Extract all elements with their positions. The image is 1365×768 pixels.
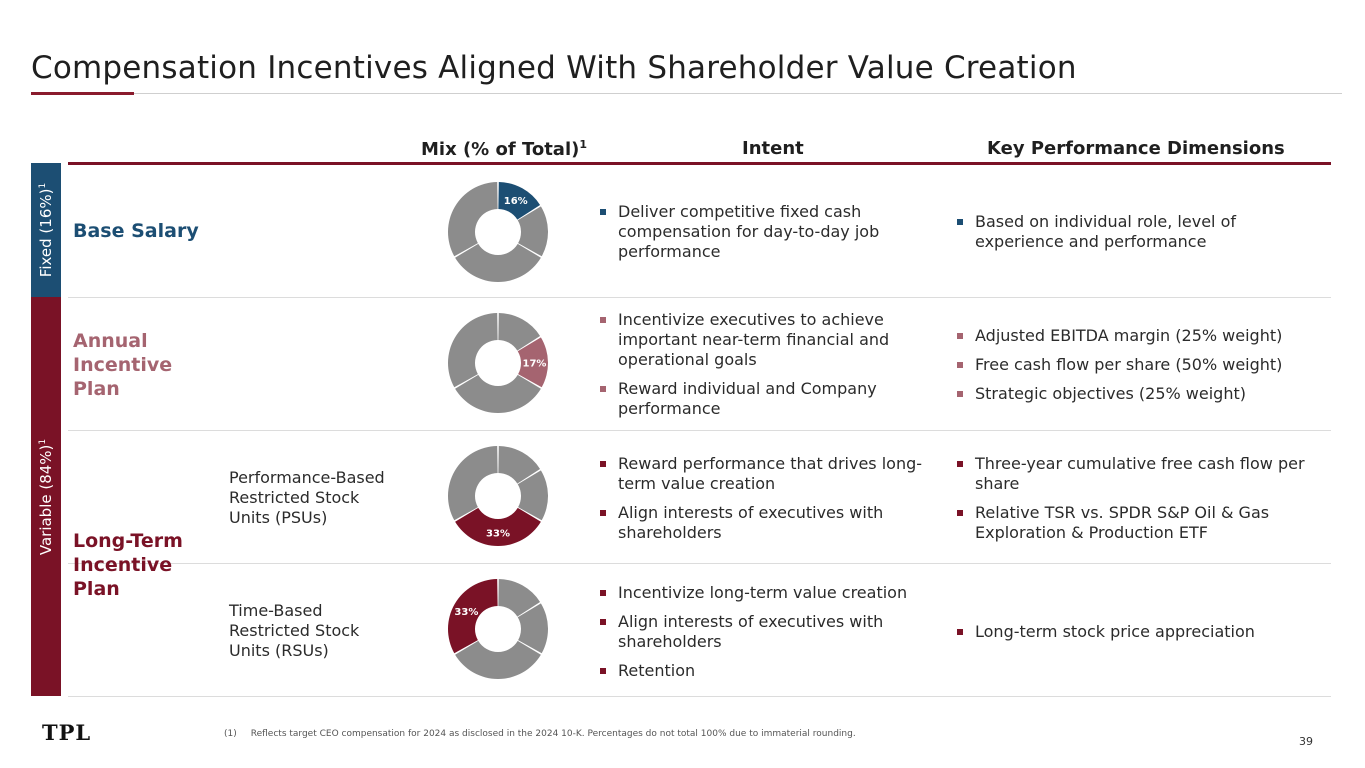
donut-segment-base-salary bbox=[498, 182, 541, 220]
title-rule bbox=[31, 93, 1342, 94]
bullet-marker bbox=[957, 629, 963, 635]
bullet-marker bbox=[957, 333, 963, 339]
donut-segment-rsus bbox=[448, 182, 498, 257]
donut-label-base-salary: 16% bbox=[504, 196, 528, 207]
intent-list-rsu: Incentivize long-term value creation Ali… bbox=[594, 583, 907, 690]
kpd-list-base-salary: Based on individual role, level of experi… bbox=[951, 212, 1236, 261]
column-header-intent: Intent bbox=[742, 138, 804, 159]
kpd-list-psu: Three-year cumulative free cash flow per… bbox=[951, 454, 1305, 552]
donut-chart-base-salary: 16% bbox=[448, 182, 548, 282]
donut-segment-annual-incentive-plan bbox=[517, 337, 548, 388]
list-item: Align interests of executives with shareh… bbox=[594, 612, 907, 652]
bullet-marker bbox=[600, 590, 606, 596]
footnote: (1) Reflects target CEO compensation for … bbox=[224, 729, 856, 739]
row-divider bbox=[68, 696, 1331, 697]
sub-label-rsu: Time-Based Restricted Stock Units (RSUs) bbox=[229, 601, 360, 660]
bullet-marker bbox=[957, 219, 963, 225]
donut-chart-annual-incentive: 17% bbox=[448, 313, 548, 413]
side-label-variable: Variable (84%)1 bbox=[37, 438, 55, 555]
row-label-annual-incentive: Annual Incentive Plan bbox=[73, 330, 173, 400]
list-item: Retention bbox=[594, 661, 907, 681]
donut-segment-annual-incentive-plan bbox=[517, 206, 548, 257]
list-item: Reward performance that drives long-term… bbox=[594, 454, 922, 494]
bullet-marker bbox=[600, 461, 606, 467]
donut-segment-psus bbox=[455, 507, 541, 546]
donut-segment-psus bbox=[455, 640, 541, 679]
list-item: Based on individual role, level of experi… bbox=[951, 212, 1236, 252]
donut-segment-rsus bbox=[448, 579, 498, 654]
sub-label-psu: Performance-Based Restricted Stock Units (… bbox=[229, 468, 385, 527]
bullet-marker bbox=[957, 510, 963, 516]
donut-segment-rsus bbox=[448, 446, 498, 521]
donut-chart-rsu: 33% bbox=[448, 579, 548, 679]
row-label-long-term-incentive: Long-Term Incentive Plan bbox=[73, 530, 183, 600]
list-item: Relative TSR vs. SPDR S&P Oil & Gas Explo… bbox=[951, 503, 1305, 543]
side-bar-variable: Variable (84%)1 bbox=[31, 297, 61, 696]
column-header-kpd: Key Performance Dimensions bbox=[987, 138, 1285, 159]
kpd-list-rsu: Long-term stock price appreciation bbox=[951, 622, 1255, 651]
list-item: Adjusted EBITDA margin (25% weight) bbox=[951, 326, 1282, 346]
row-divider bbox=[68, 430, 1331, 431]
bullet-marker bbox=[600, 209, 606, 215]
donut-segment-base-salary bbox=[498, 446, 541, 484]
company-logo: TPL bbox=[42, 720, 92, 745]
intent-list-annual-incentive: Incentivize executives to achieve importa… bbox=[594, 310, 889, 428]
list-item: Long-term stock price appreciation bbox=[951, 622, 1255, 642]
donut-label-psu: 33% bbox=[486, 529, 510, 540]
intent-list-base-salary: Deliver competitive fixed cash compensati… bbox=[594, 202, 879, 271]
intent-list-psu: Reward performance that drives long-term… bbox=[594, 454, 922, 552]
list-item: Align interests of executives with shareh… bbox=[594, 503, 922, 543]
kpd-list-annual-incentive: Adjusted EBITDA margin (25% weight) Free… bbox=[951, 326, 1282, 413]
row-divider bbox=[68, 563, 1331, 564]
donut-segment-base-salary bbox=[498, 313, 541, 351]
page-number: 39 bbox=[1299, 735, 1313, 748]
list-item: Three-year cumulative free cash flow per… bbox=[951, 454, 1305, 494]
donut-segment-annual-incentive-plan bbox=[517, 603, 548, 654]
donut-chart-psu: 33% bbox=[448, 446, 548, 546]
donut-segment-annual-incentive-plan bbox=[517, 470, 548, 521]
donut-segment-psus bbox=[455, 243, 541, 282]
title-accent-bar bbox=[31, 92, 134, 95]
list-item: Strategic objectives (25% weight) bbox=[951, 384, 1282, 404]
list-item: Incentivize executives to achieve importa… bbox=[594, 310, 889, 370]
bullet-marker bbox=[957, 391, 963, 397]
header-rule bbox=[68, 162, 1331, 165]
list-item: Deliver competitive fixed cash compensati… bbox=[594, 202, 879, 262]
bullet-marker bbox=[957, 461, 963, 467]
donut-segment-base-salary bbox=[498, 579, 541, 617]
column-header-mix: Mix (% of Total)1 bbox=[421, 138, 588, 160]
row-divider bbox=[68, 297, 1331, 298]
list-item: Incentivize long-term value creation bbox=[594, 583, 907, 603]
donut-label-rsu: 33% bbox=[454, 607, 478, 618]
list-item: Free cash flow per share (50% weight) bbox=[951, 355, 1282, 375]
side-bar-fixed: Fixed (16%)1 bbox=[31, 163, 61, 297]
bullet-marker bbox=[600, 510, 606, 516]
bullet-marker bbox=[600, 317, 606, 323]
bullet-marker bbox=[600, 668, 606, 674]
donut-label-annual-incentive: 17% bbox=[523, 358, 547, 369]
list-item: Reward individual and Company performance bbox=[594, 379, 889, 419]
donut-segment-psus bbox=[455, 374, 541, 413]
page-title: Compensation Incentives Aligned With Sha… bbox=[31, 50, 1077, 86]
bullet-marker bbox=[600, 619, 606, 625]
side-label-fixed: Fixed (16%)1 bbox=[37, 182, 55, 278]
donut-segment-rsus bbox=[448, 313, 498, 388]
row-label-base-salary: Base Salary bbox=[73, 220, 199, 242]
bullet-marker bbox=[600, 386, 606, 392]
bullet-marker bbox=[957, 362, 963, 368]
